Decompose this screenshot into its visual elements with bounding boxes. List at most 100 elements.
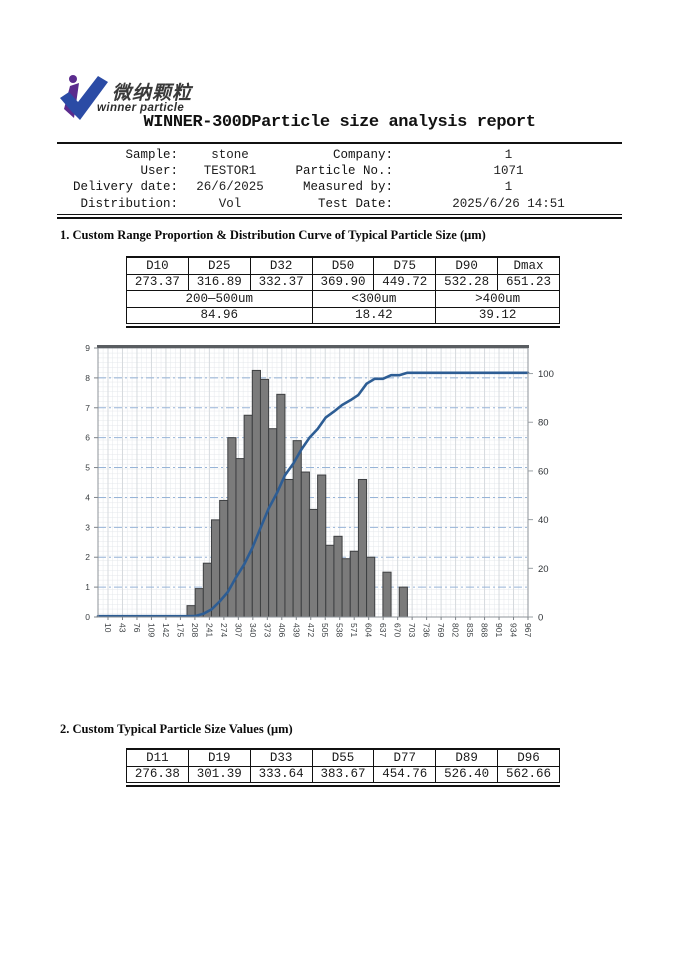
svg-text:109: 109 — [146, 623, 156, 637]
svg-text:241: 241 — [204, 623, 214, 637]
info-value: 26/6/2025 — [196, 180, 264, 195]
svg-text:340: 340 — [248, 623, 258, 637]
svg-text:373: 373 — [262, 623, 272, 637]
svg-text:9: 9 — [85, 343, 90, 353]
svg-text:670: 670 — [393, 623, 403, 637]
svg-text:307: 307 — [233, 623, 243, 637]
cell-value: 532.28 — [435, 273, 499, 291]
svg-text:901: 901 — [494, 623, 504, 637]
cell-value: 369.90 — [311, 273, 375, 291]
info-value: 1 — [504, 148, 513, 162]
cell-value: 276.38 — [126, 765, 189, 783]
svg-text:80: 80 — [538, 418, 549, 429]
cell-value: 273.37 — [126, 273, 189, 291]
svg-text:967: 967 — [523, 623, 533, 637]
svg-text:10: 10 — [103, 623, 113, 633]
info-label: Measured by: — [302, 180, 393, 195]
col-header: D19 — [187, 748, 251, 767]
typical-size-values-table: D11 D19 D33 D55 D77 D89 D96 276.38 301.3… — [126, 748, 560, 787]
svg-text:835: 835 — [465, 623, 475, 637]
range-value: 18.42 — [311, 306, 437, 324]
svg-text:604: 604 — [364, 623, 374, 637]
info-value: stone — [211, 148, 249, 162]
info-label: Sample: — [125, 148, 178, 162]
info-row: Delivery date: 26/6/2025 Measured by: 1 — [57, 179, 622, 195]
info-row: Sample: stone Company: 1 — [57, 147, 622, 163]
svg-text:4: 4 — [85, 492, 90, 502]
info-value: 2025/6/26 14:51 — [452, 196, 565, 211]
cell-value: 383.67 — [311, 765, 375, 783]
svg-text:208: 208 — [190, 623, 200, 637]
range-label: <300um — [311, 290, 437, 308]
svg-text:802: 802 — [451, 623, 461, 637]
svg-text:7: 7 — [85, 403, 90, 413]
col-header: D33 — [249, 748, 313, 767]
svg-text:76: 76 — [132, 623, 142, 633]
svg-text:274: 274 — [219, 623, 229, 637]
svg-text:472: 472 — [306, 623, 316, 637]
particle-size-distribution-chart: 0 1 2 3 4 5 6 7 8 9 0 20 40 60 80 100 10 43 76 109 142 175 208… — [85, 343, 554, 637]
col-header: D32 — [249, 256, 313, 275]
svg-text:637: 637 — [378, 623, 388, 637]
svg-text:703: 703 — [407, 623, 417, 637]
col-header: D11 — [126, 748, 189, 767]
svg-text:3: 3 — [85, 522, 90, 532]
svg-text:142: 142 — [161, 623, 171, 637]
cell-value: 562.66 — [497, 765, 560, 783]
info-label: User: — [140, 164, 178, 179]
info-label: Company: — [332, 148, 393, 162]
info-label: Test Date: — [317, 196, 393, 211]
winner-particle-logo-icon — [60, 75, 108, 120]
svg-text:8: 8 — [85, 373, 90, 383]
col-header: D25 — [187, 256, 251, 275]
svg-text:868: 868 — [480, 623, 490, 637]
svg-text:100: 100 — [538, 369, 554, 380]
cell-value: 454.76 — [373, 765, 437, 783]
svg-text:406: 406 — [277, 623, 287, 637]
cell-value: 651.23 — [497, 273, 560, 291]
cell-value: 526.40 — [435, 765, 499, 783]
cell-value: 316.89 — [187, 273, 251, 291]
info-value: TESTOR1 — [203, 164, 257, 179]
info-value: 1071 — [493, 164, 524, 179]
svg-text:60: 60 — [538, 466, 549, 477]
section2-heading: 2. Custom Typical Particle Size Values (… — [60, 722, 293, 736]
range-proportion-table: D10 D25 D32 D50 D75 D90 Dmax 273.37 316.… — [126, 256, 560, 328]
col-header: D75 — [373, 256, 437, 275]
cell-value: 449.72 — [373, 273, 437, 291]
svg-text:538: 538 — [335, 623, 345, 637]
svg-text:1: 1 — [85, 582, 90, 592]
section1-heading: 1. Custom Range Proportion & Distributio… — [60, 228, 486, 242]
logo-chinese-text: 微纳颗粒 — [112, 82, 193, 104]
col-header: D77 — [373, 748, 437, 767]
info-row: User: TESTOR1 Particle No.: 1071 — [57, 163, 622, 179]
cell-value: 333.64 — [249, 765, 313, 783]
svg-text:505: 505 — [320, 623, 330, 637]
svg-text:934: 934 — [509, 623, 519, 637]
logo-english-text: winner particle — [97, 102, 185, 114]
cell-value: 332.37 — [249, 273, 313, 291]
svg-text:40: 40 — [538, 515, 549, 526]
info-label: Particle No.: — [295, 164, 393, 179]
svg-text:2: 2 — [85, 552, 90, 562]
col-header: D55 — [311, 748, 375, 767]
col-header: D96 — [497, 748, 560, 767]
cell-value: 301.39 — [187, 765, 251, 783]
col-header: D50 — [311, 256, 375, 275]
svg-text:175: 175 — [175, 623, 185, 637]
svg-text:0: 0 — [538, 613, 543, 624]
svg-text:0: 0 — [85, 612, 90, 622]
range-label: >400um — [435, 290, 560, 308]
svg-text:6: 6 — [85, 433, 90, 443]
sample-info-table: Sample: stone Company: 1 User: TESTOR1 P… — [57, 142, 622, 219]
col-header: Dmax — [497, 256, 560, 275]
svg-text:439: 439 — [291, 623, 301, 637]
info-label: Delivery date: — [72, 180, 178, 195]
range-value: 84.96 — [126, 306, 313, 324]
svg-text:736: 736 — [422, 623, 432, 637]
svg-text:5: 5 — [85, 463, 90, 473]
svg-text:43: 43 — [118, 623, 128, 633]
col-header: D89 — [435, 748, 499, 767]
report-title: WINNER-300DParticle size analysis report — [143, 113, 536, 132]
